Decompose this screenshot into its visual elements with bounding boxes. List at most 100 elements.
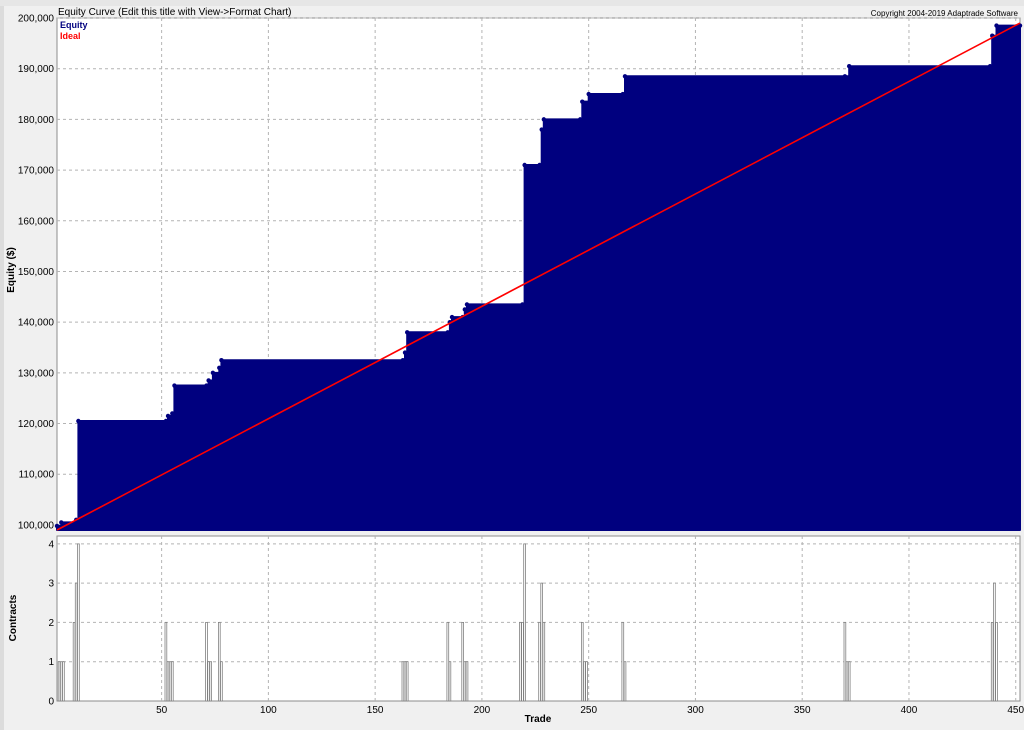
equity-point-9	[206, 378, 211, 383]
equity-point-6	[170, 411, 175, 416]
equity-y-tick-140000: 140,000	[18, 318, 55, 329]
contracts-bar-22	[465, 661, 469, 702]
contracts-panel: 0 1 2 3 4 50 100 150 200 250 300 350 400 450 Contrac…	[8, 535, 1024, 725]
contracts-bar-3	[72, 622, 76, 702]
equity-y-tick-110000: 110,000	[19, 470, 55, 481]
contracts-y-axis-label: Contracts	[8, 594, 19, 641]
equity-y-tick-120000: 120,000	[18, 419, 55, 430]
equity-point-12	[219, 357, 224, 363]
equity-point-27	[577, 117, 583, 122]
equity-point-20	[462, 307, 468, 312]
contracts-bar-23	[519, 622, 522, 702]
contracts-bar-33	[623, 661, 627, 702]
equity-point-1	[59, 520, 64, 525]
contracts-bar-series	[57, 543, 998, 702]
contracts-bar-12	[209, 661, 213, 702]
equity-y-tick-180000: 180,000	[18, 115, 55, 126]
equity-point-14	[402, 350, 408, 355]
equity-point-32	[842, 74, 848, 79]
contracts-bar-7	[166, 661, 170, 702]
equity-y-axis-label: Equity ($)	[6, 247, 17, 293]
equity-point-36	[994, 23, 999, 28]
chart-title[interactable]: Equity Curve (Edit this title with View-…	[58, 7, 292, 18]
ideal-line	[56, 22, 1021, 531]
x-tick-200: 200	[474, 705, 491, 716]
equity-point-8	[204, 383, 209, 388]
equity-point-25	[539, 127, 544, 132]
x-tick-250: 250	[580, 705, 597, 716]
x-tick-300: 300	[687, 705, 704, 716]
left-frame	[0, 6, 4, 730]
equity-y-tick-200000: 200,000	[18, 14, 55, 25]
equity-y-tick-130000: 130,000	[18, 368, 55, 379]
equity-point-0	[54, 523, 60, 529]
equity-point-5	[165, 413, 171, 419]
equity-point-11	[217, 365, 222, 370]
equity-point-13	[400, 357, 406, 363]
contracts-y-tick-1: 1	[48, 657, 54, 668]
equity-point-10	[210, 370, 216, 376]
contracts-y-tick-4: 4	[48, 539, 54, 550]
contracts-bar-29	[581, 622, 584, 702]
contracts-bar-13	[217, 622, 221, 702]
equity-point-34	[987, 63, 993, 69]
contracts-bar-26	[538, 622, 541, 702]
contracts-bar-18	[446, 622, 450, 702]
ideal-line-series	[56, 22, 1021, 531]
contracts-bar-5	[77, 543, 80, 702]
contracts-bar-30	[583, 661, 586, 702]
contracts-bar-16	[403, 661, 407, 702]
equity-point-23	[522, 162, 527, 168]
contracts-bar-6	[164, 622, 168, 702]
equity-point-18	[449, 314, 455, 320]
legend-equity: Equity	[60, 20, 88, 30]
equity-point-24	[537, 162, 542, 168]
contracts-bar-35	[845, 661, 849, 702]
contracts-bar-37	[990, 622, 994, 702]
x-tick-150: 150	[367, 705, 384, 716]
contracts-bar-9	[170, 661, 174, 702]
x-tick-100: 100	[260, 705, 277, 716]
equity-y-tick-190000: 190,000	[18, 64, 55, 75]
contracts-y-tick-labels: 0 1 2 3 4	[48, 539, 54, 707]
x-tick-400: 400	[901, 705, 918, 716]
contracts-bar-24	[521, 622, 524, 702]
legend-ideal: Ideal	[60, 31, 81, 41]
equity-point-28	[580, 99, 585, 104]
equity-point-7	[172, 383, 177, 388]
contracts-bar-8	[168, 661, 172, 702]
equity-point-16	[445, 330, 450, 335]
x-axis-label: Trade	[525, 714, 552, 725]
contracts-bar-39	[995, 622, 998, 702]
contracts-y-tick-3: 3	[48, 579, 54, 590]
equity-point-22	[520, 302, 525, 307]
contracts-bar-14	[220, 661, 223, 702]
equity-point-31	[622, 74, 628, 79]
contracts-bar-20	[461, 622, 464, 702]
contracts-y-tick-2: 2	[48, 618, 54, 629]
contracts-bar-0	[57, 661, 61, 702]
equity-point-4	[163, 418, 169, 424]
equity-point-3	[76, 418, 81, 424]
contracts-bar-2	[62, 661, 65, 702]
contracts-bar-15	[401, 661, 405, 702]
contracts-bar-19	[448, 661, 452, 702]
equity-y-tick-160000: 160,000	[18, 216, 55, 227]
copyright-text: Copyright 2004-2019 Adaptrade Software	[871, 9, 1019, 18]
window-top-strip	[0, 0, 1024, 6]
equity-point-26	[541, 117, 547, 122]
equity-panel: 100,000 110,000 120,000 130,000 140,000 150,0…	[6, 7, 1023, 531]
contracts-bar-1	[60, 661, 63, 702]
equity-y-tick-150000: 150,000	[18, 267, 55, 278]
equity-point-33	[846, 63, 852, 69]
contracts-bar-4	[74, 582, 78, 702]
contracts-bar-27	[540, 582, 543, 702]
contracts-bar-10	[205, 622, 208, 702]
contracts-bar-17	[405, 661, 409, 702]
contracts-y-tick-0: 0	[48, 697, 54, 708]
contracts-bar-28	[542, 622, 546, 702]
contracts-bar-25	[523, 543, 526, 702]
x-tick-350: 350	[794, 705, 811, 716]
equity-y-tick-100000: 100,000	[18, 520, 55, 531]
